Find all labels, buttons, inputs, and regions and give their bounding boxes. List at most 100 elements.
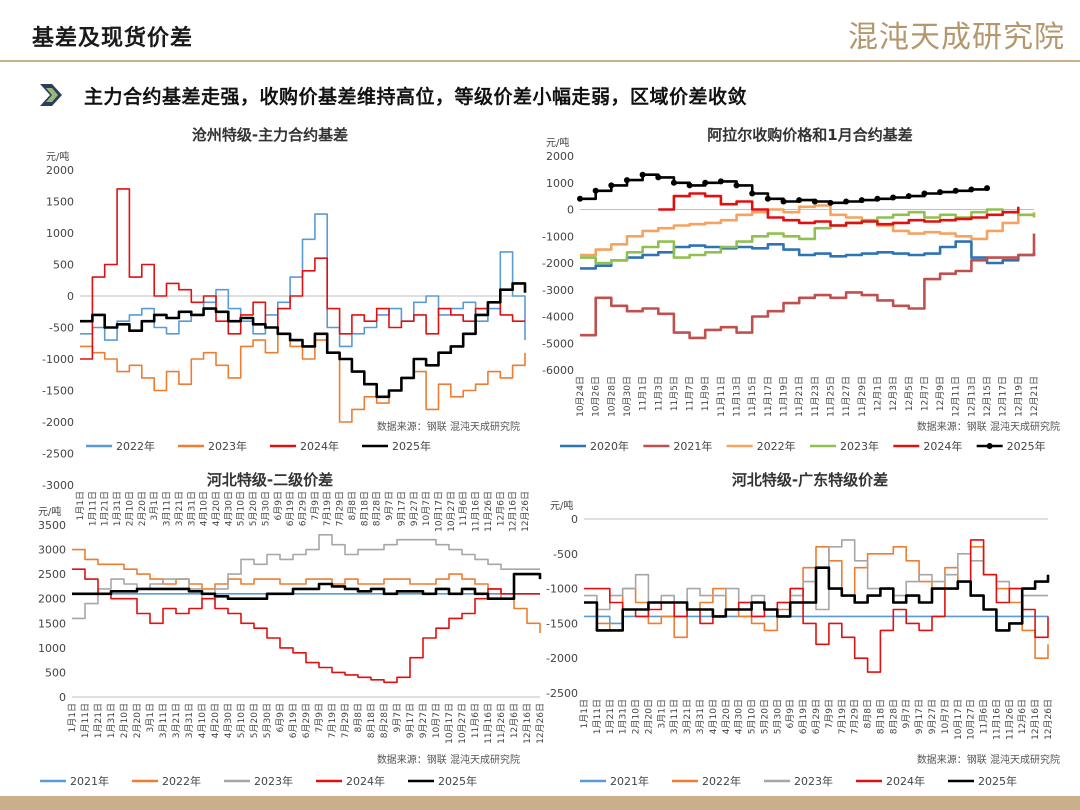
x-tick-label: 11月6日 <box>470 703 481 738</box>
x-tick-label: 5月30日 <box>262 703 273 738</box>
series-point <box>749 190 756 197</box>
x-tick-label: 7月9日 <box>824 699 835 728</box>
y-tick-label: -6000 <box>542 364 574 377</box>
series-point <box>702 179 709 186</box>
x-tick-label: 1月11日 <box>592 699 603 734</box>
source-note: 数据来源：钢联 混沌天成研究院 <box>917 420 1060 433</box>
x-tick-label: 7月29日 <box>340 703 351 738</box>
y-tick-label: 0 <box>59 691 66 704</box>
x-tick-label: 12月9日 <box>935 376 946 411</box>
series-line-2022年 <box>584 546 1049 659</box>
chart-title: 河北特级-广东特级价差 <box>731 471 889 489</box>
x-tick-label: 12月16日 <box>1030 699 1041 740</box>
series-point <box>780 198 787 205</box>
x-tick-label: 11月26日 <box>496 703 507 744</box>
x-tick-label: 5月10日 <box>747 699 758 734</box>
x-tick-label: 10月7日 <box>421 491 432 526</box>
x-tick-label: 6月29日 <box>298 491 309 526</box>
legend-label: 2022年 <box>757 439 796 453</box>
x-tick-label: 12月6日 <box>1017 699 1028 734</box>
series-line-2024年 <box>72 568 540 684</box>
brand-logo: 混沌天成研究院 <box>848 20 1065 55</box>
x-tick-label: 11月15日 <box>747 376 758 417</box>
x-tick-label: 2月10日 <box>631 699 642 734</box>
y-tick-label: -3000 <box>42 479 74 492</box>
series-line-2025年 <box>80 282 527 399</box>
series-point <box>670 179 677 186</box>
y-tick-label: 2500 <box>38 568 66 581</box>
x-tick-label: 8月8日 <box>863 699 874 728</box>
x-tick-label: 10月30日 <box>622 376 633 417</box>
x-tick-label: 11月16日 <box>483 703 494 744</box>
x-tick-label: 12月19日 <box>1013 376 1024 417</box>
y-tick-label: 500 <box>45 666 66 679</box>
x-tick-label: 11月6日 <box>979 699 990 734</box>
chevron-right-icon <box>40 84 62 106</box>
series-point <box>811 198 818 205</box>
x-tick-label: 11月16日 <box>471 491 482 532</box>
x-tick-label: 6月19日 <box>798 699 809 734</box>
legend-label: 2023年 <box>794 774 833 788</box>
x-tick-label: 6月9日 <box>273 491 284 520</box>
x-tick-label: 9月7日 <box>901 699 912 728</box>
x-tick-label: 11月1日 <box>638 376 649 411</box>
x-tick-label: 11月26日 <box>1004 699 1015 740</box>
y-tick-label: -500 <box>49 322 74 335</box>
x-tick-label: 1月21日 <box>93 703 104 738</box>
series-point <box>984 185 991 192</box>
legend-label: 2025年 <box>438 774 477 788</box>
x-tick-label: 10月28日 <box>606 376 617 417</box>
x-tick-label: 3月31日 <box>186 491 197 526</box>
series-point <box>717 178 724 185</box>
legend-marker <box>986 443 993 449</box>
series-line-2021年 <box>580 233 1036 340</box>
series-point <box>890 194 897 201</box>
x-tick-label: 6月29日 <box>301 703 312 738</box>
x-tick-label: 12月11日 <box>951 376 962 417</box>
x-tick-label: 10月27日 <box>446 491 457 532</box>
x-tick-label: 12月26日 <box>1043 699 1054 740</box>
y-tick-label: -4000 <box>542 311 574 324</box>
x-tick-label: 8月28日 <box>372 491 383 526</box>
x-tick-label: 11月7日 <box>685 376 696 411</box>
chart-title: 阿拉尔收购价格和1月合约基差 <box>707 126 913 144</box>
x-tick-label: 12月21日 <box>1029 376 1040 417</box>
y-tick-label: 0 <box>67 290 74 303</box>
x-tick-label: 9月27日 <box>927 699 938 734</box>
series-point <box>592 187 599 194</box>
x-tick-label: 3月1日 <box>656 699 667 728</box>
x-tick-label: 11月21日 <box>794 376 805 417</box>
series-point <box>968 186 975 193</box>
x-tick-label: 3月21日 <box>682 699 693 734</box>
chart-title: 河北特级-二级价差 <box>206 471 334 489</box>
x-tick-label: 8月18日 <box>359 491 370 526</box>
y-tick-label: 2000 <box>38 593 66 606</box>
series-point <box>921 190 928 197</box>
y-tick-label: 2000 <box>546 150 574 163</box>
legend-label: 2025年 <box>978 774 1017 788</box>
x-tick-label: 8月18日 <box>366 703 377 738</box>
x-tick-label: 10月17日 <box>444 703 455 744</box>
x-tick-label: 7月29日 <box>335 491 346 526</box>
x-tick-label: 4月20日 <box>210 703 221 738</box>
x-tick-label: 11月27日 <box>841 376 852 417</box>
series-point <box>905 193 912 200</box>
y-tick-label: -3000 <box>542 284 574 297</box>
x-tick-label: 5月20日 <box>248 491 259 526</box>
x-tick-label: 3月1日 <box>149 491 160 520</box>
y-unit-label: 元/吨 <box>546 136 569 149</box>
x-tick-label: 4月30日 <box>734 699 745 734</box>
x-tick-label: 11月16日 <box>991 699 1002 740</box>
x-tick-label: 8月28日 <box>379 703 390 738</box>
x-tick-label: 6月9日 <box>275 703 286 732</box>
x-tick-label: 11月17日 <box>763 376 774 417</box>
x-tick-label: 9月17日 <box>405 703 416 738</box>
y-tick-label: 1500 <box>38 617 66 630</box>
series-line-2021年 <box>584 615 1048 625</box>
x-tick-label: 10月17日 <box>953 699 964 740</box>
legend-label: 2024年 <box>300 439 339 453</box>
x-tick-label: 9月17日 <box>396 491 407 526</box>
x-tick-label: 1月11日 <box>87 491 98 526</box>
